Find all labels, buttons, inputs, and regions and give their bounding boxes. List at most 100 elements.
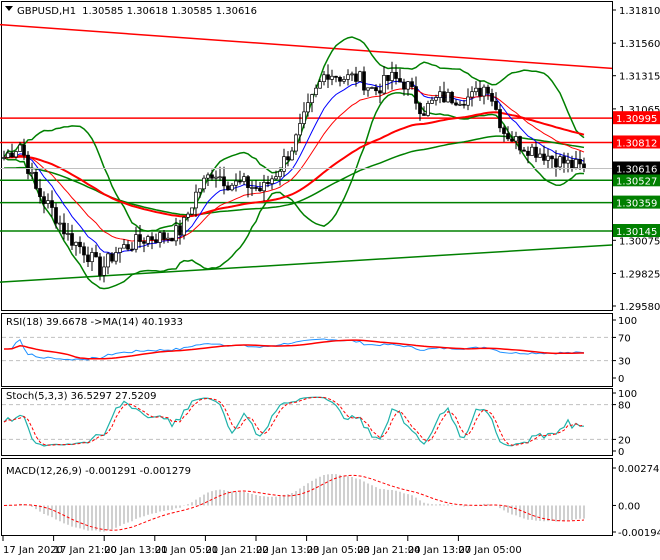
level-label-bg: [613, 135, 660, 149]
candle: [246, 176, 250, 188]
candle: [38, 188, 42, 197]
candle: [130, 248, 134, 251]
current-price-label: 1.30616: [616, 164, 657, 175]
candle: [138, 234, 142, 242]
candle: [346, 74, 350, 80]
candle: [354, 73, 358, 82]
symbol-label: GBPUSD,H1 1.30585 1.30618 1.30585 1.30616: [17, 6, 257, 17]
candle: [162, 232, 166, 240]
candle: [238, 180, 242, 183]
candle: [410, 81, 414, 87]
candle: [398, 78, 402, 83]
level-label-bg: [613, 111, 660, 125]
candle: [318, 81, 322, 89]
price-tick-label: 1.31560: [619, 39, 660, 50]
candle: [174, 225, 178, 242]
candle: [290, 150, 294, 161]
candle: [294, 134, 298, 152]
price-tick-label: 1.31065: [619, 105, 660, 116]
candle: [386, 75, 390, 81]
rsi-tick-label: 100: [618, 316, 637, 327]
candle: [330, 75, 334, 80]
macd-tick-label: 0.002745: [618, 464, 660, 475]
candle: [278, 170, 282, 178]
candle: [334, 75, 338, 78]
level-label: 1.30527: [616, 176, 657, 187]
candle: [150, 236, 154, 241]
price-tick-label: 1.29580: [619, 302, 660, 313]
candle: [382, 75, 386, 94]
time-label: 17 Jan 21:00: [54, 545, 117, 556]
moving-average-slow: [3, 87, 585, 242]
candle: [574, 159, 578, 169]
candle: [306, 102, 310, 113]
candle: [558, 156, 562, 168]
candle: [74, 241, 78, 246]
candle: [446, 91, 450, 103]
candle: [218, 176, 222, 179]
moving-average-fast: [3, 80, 585, 255]
time-label: 24 Jan 13:00: [408, 545, 471, 556]
candle: [310, 94, 314, 104]
candle: [58, 222, 62, 225]
candle: [302, 111, 306, 124]
candle: [394, 71, 398, 79]
candle: [198, 188, 202, 193]
candle: [498, 109, 502, 129]
candle: [186, 213, 190, 218]
candle: [434, 97, 438, 101]
candle: [454, 102, 458, 106]
candle: [458, 103, 462, 106]
candle: [326, 74, 330, 80]
current-price-bg: [613, 161, 660, 175]
price-tick-label: 1.29825: [619, 269, 660, 280]
stoch-signal-line: [3, 396, 585, 446]
candle: [182, 217, 186, 236]
candle: [34, 171, 38, 189]
candle: [322, 74, 326, 82]
candle: [506, 133, 510, 140]
candle: [546, 155, 550, 161]
price-tick-label: 1.31315: [619, 72, 660, 83]
candle: [250, 187, 254, 189]
candle: [362, 71, 366, 91]
candle: [126, 244, 130, 250]
candle: [286, 156, 290, 161]
candle: [62, 222, 66, 235]
candle: [54, 207, 58, 224]
dropdown-triangle-icon[interactable]: [5, 6, 13, 11]
rsi-tick-label: 70: [618, 333, 631, 344]
candle: [462, 103, 466, 106]
candle: [70, 233, 74, 246]
panel-frame: [1, 1, 613, 311]
candle: [538, 153, 542, 158]
candle: [438, 91, 442, 98]
candle: [350, 73, 354, 76]
candle: [518, 136, 522, 151]
moving-average-long-red: [3, 111, 585, 218]
candle: [194, 191, 198, 209]
stoch-tick-label: 100: [618, 389, 637, 400]
candle: [110, 253, 114, 262]
candle: [442, 91, 446, 103]
candle: [166, 237, 170, 240]
candle: [50, 200, 54, 208]
panel-frame: [1, 388, 613, 456]
candle: [378, 90, 382, 94]
candle: [426, 103, 430, 116]
panel-frame: [1, 458, 613, 536]
level-label: 1.30995: [616, 114, 657, 125]
price-tick-label: 1.30075: [619, 236, 660, 247]
candle: [430, 99, 434, 104]
time-label: 23 Jan 05:00: [307, 545, 370, 556]
candle: [86, 254, 90, 263]
candle: [46, 200, 50, 204]
candle: [102, 266, 106, 276]
candle: [550, 155, 554, 160]
time-label: 21 Jan 21:00: [205, 545, 268, 556]
candle: [522, 149, 526, 152]
candle: [338, 77, 342, 82]
candle: [450, 91, 454, 104]
level-label: 1.30359: [616, 199, 657, 210]
